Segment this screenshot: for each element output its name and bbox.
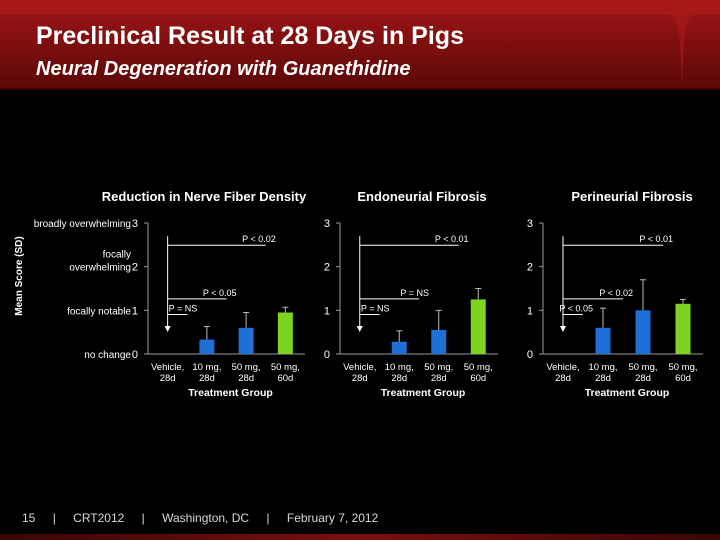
y-tick-label: 2 (324, 262, 330, 274)
y-tick-label: 1 (132, 305, 138, 317)
chart-title: Reduction in Nerve Fiber Density (102, 189, 307, 204)
x-tick-label: 28d (352, 373, 368, 384)
slide-header: Preclinical Result at 28 Days in Pigs Ne… (0, 0, 720, 90)
charts-area: Mean Score (SD) broadly overwhelming focal… (14, 189, 703, 399)
y-axis-title: Mean Score (SD) (14, 236, 25, 315)
p-value-label: P < 0.02 (599, 288, 633, 298)
x-tick-label: 28d (595, 373, 611, 384)
bar (595, 327, 611, 354)
x-tick-label: 60d (277, 373, 293, 384)
y-tick-label: 0 (324, 349, 330, 361)
p-value-label: P < 0.01 (435, 234, 469, 244)
x-tick-label: Vehicle, (343, 362, 376, 373)
x-axis-title: Treatment Group (585, 387, 670, 399)
x-tick-label: 28d (391, 373, 407, 384)
y-category-label: broadly overwhelming (34, 219, 131, 230)
bar (635, 310, 651, 354)
x-tick-label: 50 mg, (628, 362, 657, 373)
x-tick-label: 60d (470, 373, 486, 384)
y-category-label: no change (84, 350, 131, 361)
x-tick-label: 28d (555, 373, 571, 384)
p-value-label: P < 0.01 (639, 234, 673, 244)
footer-page-number: 15 (22, 511, 36, 525)
x-tick-label: 28d (635, 373, 651, 384)
x-axis-title: Treatment Group (381, 387, 466, 399)
x-tick-label: 10 mg, (588, 362, 617, 373)
x-tick-label: 50 mg, (271, 362, 300, 373)
y-category-label: overwhelming (69, 263, 131, 274)
p-value-label: P < 0.05 (559, 304, 593, 314)
x-tick-label: Vehicle, (546, 362, 579, 373)
x-tick-label: 50 mg, (464, 362, 493, 373)
p-value-label: P = NS (169, 304, 198, 314)
bar (675, 303, 691, 354)
footer-event: CRT2012 (73, 511, 125, 525)
bracket-arrow (356, 326, 363, 332)
footer-separator: | (52, 511, 56, 525)
y-category-label: focally notable (67, 306, 131, 317)
y-tick-label: 1 (527, 305, 533, 317)
x-tick-label: 60d (675, 373, 691, 384)
chart-title: Perineurial Fibrosis (571, 189, 692, 204)
x-tick-label: 50 mg, (232, 362, 261, 373)
footer-separator: | (141, 511, 145, 525)
y-category-label: focally (103, 250, 131, 261)
slide-subtitle: Neural Degeneration with Guanethidine (36, 58, 411, 80)
y-tick-label: 1 (324, 305, 330, 317)
p-value-label: P < 0.02 (242, 234, 276, 244)
footer-location: Washington, DC (162, 511, 250, 525)
y-tick-label: 2 (132, 262, 138, 274)
x-tick-label: 28d (431, 373, 447, 384)
slide-title: Preclinical Result at 28 Days in Pigs (36, 22, 464, 50)
bar (391, 341, 407, 354)
y-tick-label: 3 (527, 218, 533, 230)
footer: 15 | CRT2012 | Washington, DC | February… (22, 511, 392, 525)
bar (238, 327, 254, 354)
y-tick-label: 2 (527, 262, 533, 274)
footer-separator: | (266, 511, 270, 525)
header-swoosh-decoration (0, 0, 720, 90)
p-value-label: P = NS (400, 288, 429, 298)
y-tick-label: 0 (527, 349, 533, 361)
y-tick-label: 3 (132, 218, 138, 230)
x-tick-label: 28d (199, 373, 215, 384)
p-value-label: P < 0.05 (203, 288, 237, 298)
x-tick-label: Vehicle, (151, 362, 184, 373)
x-axis-title: Treatment Group (188, 387, 273, 399)
chart-title: Endoneurial Fibrosis (357, 189, 486, 204)
y-tick-label: 3 (324, 218, 330, 230)
y-tick-label: 0 (132, 349, 138, 361)
x-tick-label: 28d (160, 373, 176, 384)
bar (277, 312, 293, 354)
bottom-rule (0, 534, 720, 540)
bracket-arrow (164, 326, 171, 332)
x-tick-label: 28d (238, 373, 254, 384)
x-tick-label: 50 mg, (424, 362, 453, 373)
x-tick-label: 50 mg, (668, 362, 697, 373)
bar (431, 329, 447, 354)
x-tick-label: 10 mg, (192, 362, 221, 373)
footer-date: February 7, 2012 (286, 511, 379, 525)
bar (199, 339, 215, 354)
p-value-label: P = NS (361, 304, 390, 314)
x-tick-label: 10 mg, (385, 362, 414, 373)
bracket-arrow (560, 326, 566, 332)
bar (470, 299, 486, 354)
